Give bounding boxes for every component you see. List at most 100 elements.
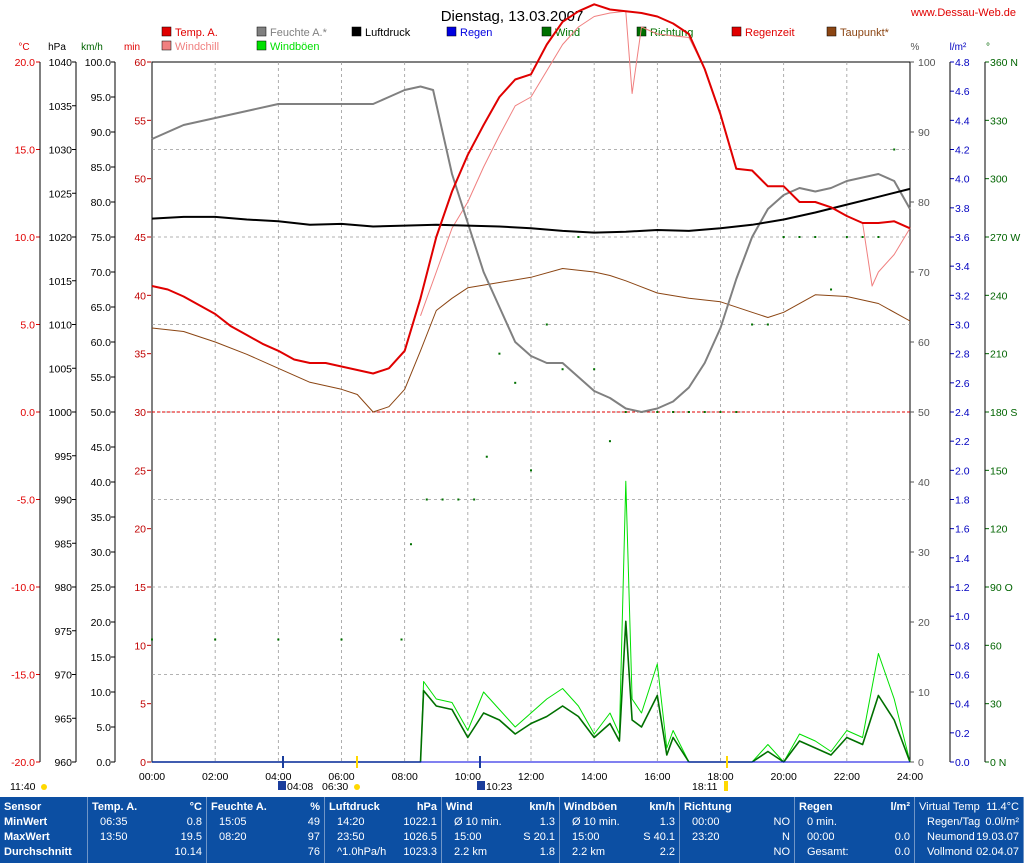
stats-value: 0.0l/m² (985, 816, 1019, 828)
legend-swatch (541, 26, 552, 37)
stats-value: 97 (307, 831, 320, 843)
tick-label: 60 (134, 57, 146, 69)
direction-point (798, 236, 801, 238)
direction-point (425, 498, 428, 501)
direction-point (814, 236, 817, 238)
tick-label: 3.4 (955, 261, 970, 273)
direction-point (735, 411, 738, 413)
stats-label: Neumond (927, 831, 975, 843)
direction-point (409, 543, 412, 546)
weather-chart: Dienstag, 13.03.2007 www.Dessau-Web.de T… (10, 3, 1020, 793)
stats-value: S 40.1 (643, 831, 675, 843)
tick-label: 10 (918, 687, 930, 699)
tick-label: 1.4 (955, 553, 970, 565)
legend-swatch (256, 26, 267, 37)
time-label: 08:00 (392, 771, 418, 783)
direction-point (624, 411, 627, 413)
tick-label: 30.0 (91, 547, 112, 559)
axis-unit: ° (986, 42, 990, 53)
tick-label: 3.8 (955, 203, 970, 215)
direction-point (687, 411, 690, 413)
legend-swatch (351, 26, 362, 37)
tick-label: 1030 (49, 145, 73, 157)
direction-point (457, 498, 460, 501)
tick-label: 20 (918, 617, 930, 629)
tick-label: 30 (990, 699, 1002, 711)
stats-header: Luftdruck (329, 801, 380, 813)
tick-label: 0 N (990, 757, 1006, 769)
tick-label: 0.6 (955, 670, 970, 682)
tick-label: 1035 (49, 101, 73, 113)
tick-label: 2.2 (955, 436, 970, 448)
stats-value: S 20.1 (523, 831, 555, 843)
tick-label: 980 (54, 582, 72, 594)
tick-label: 4.6 (955, 86, 970, 98)
direction-point (400, 638, 403, 641)
stats-label: 0 min. (807, 816, 837, 828)
tick-label: 1.6 (955, 524, 970, 536)
direction-point (498, 352, 501, 355)
tick-label: 50.0 (91, 407, 112, 419)
tick-label: 3.2 (955, 290, 970, 302)
stats-label: 13:50 (100, 831, 128, 843)
stats-value: N (782, 831, 790, 843)
tick-label: 975 (54, 626, 72, 638)
stats-label: 15:05 (219, 816, 247, 828)
tick-label: -5.0 (17, 495, 35, 507)
sunrise-time-2: 06:30 (322, 781, 348, 793)
tick-label: 4.2 (955, 145, 970, 157)
tick-label: 5.0 (96, 722, 111, 734)
sunrise-time: 04:08 (287, 781, 313, 793)
tick-label: 0.8 (955, 640, 970, 652)
tick-label: 4.0 (955, 174, 970, 186)
tick-label: 50 (134, 174, 146, 186)
direction-point (577, 236, 580, 238)
stats-value: NO (773, 816, 791, 828)
stats-column: Wind km/h Ø 10 min. 1.3 15:00 S 20.1 2.2 km 1.8 (442, 797, 560, 863)
tick-label: 20.0 (15, 57, 36, 69)
tick-label: 80 (918, 197, 930, 209)
direction-point (845, 236, 848, 238)
legend-label: Regen (460, 27, 492, 39)
stats-unit: °C (189, 801, 202, 813)
taupunkt-line (151, 268, 911, 413)
axis-unit: °C (18, 42, 29, 53)
tick-label: 5.0 (20, 320, 35, 332)
time-label: 12:00 (518, 771, 544, 783)
tick-label: 970 (54, 670, 72, 682)
direction-point (545, 323, 548, 326)
direction-point (277, 638, 280, 641)
tick-label: 95.0 (91, 92, 112, 104)
tick-label: 1000 (49, 407, 73, 419)
moon-icon (41, 784, 47, 790)
windböen-line (152, 480, 911, 763)
legend-label: Windchill (175, 41, 219, 53)
windchill-line (420, 10, 911, 316)
direction-point (703, 411, 706, 413)
stats-column: Luftdruck hPa 14:20 1022.1 23:50 1026.5 ^1.0hP… (325, 797, 442, 863)
stats-column: Sensor MinWert MaxWert Durchschnitt (0, 797, 88, 863)
stats-label: 00:00 (807, 831, 835, 843)
series-layer (151, 3, 911, 763)
legend-label: Luftdruck (365, 27, 411, 39)
stats-label: MinWert (4, 816, 48, 828)
stats-value: 1022.1 (403, 816, 437, 828)
tick-label: 1020 (49, 232, 73, 244)
direction-point (473, 498, 476, 501)
stats-column: Windböen km/h Ø 10 min. 1.3 15:00 S 40.1 2.2 k… (560, 797, 680, 863)
tick-label: 15.0 (91, 652, 112, 664)
tick-label: 0 (140, 757, 146, 769)
stats-label: 15:00 (572, 831, 600, 843)
axis-unit: hPa (48, 42, 66, 53)
site-link[interactable]: www.Dessau-Web.de (910, 7, 1016, 19)
stats-label: 2.2 km (454, 846, 488, 858)
tick-label: 45.0 (91, 442, 112, 454)
tick-label: 995 (54, 451, 72, 463)
tick-label: 0.4 (955, 699, 970, 711)
sun-icon (354, 784, 360, 790)
direction-point (656, 411, 659, 413)
stats-label: Gesamt: (807, 846, 849, 858)
stats-column: Richtung 00:00 NO 23:20 N NO (680, 797, 795, 863)
stats-value: 19.03.07 (976, 831, 1019, 843)
stats-value: 1026.5 (403, 831, 437, 843)
